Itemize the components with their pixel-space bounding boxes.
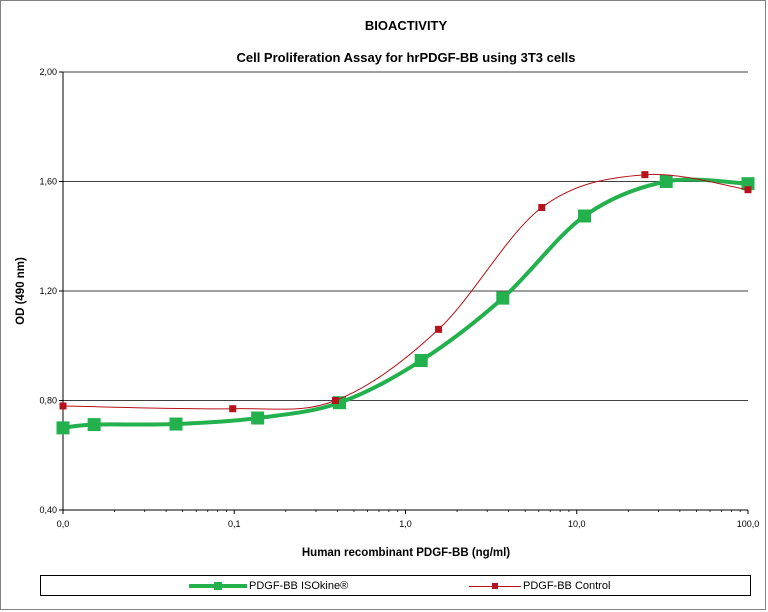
series-line-control (62, 173, 749, 410)
data-point-control (538, 204, 546, 212)
data-point-control (229, 405, 237, 413)
chart-title: BIOACTIVITY (365, 18, 448, 33)
data-point-isokine (659, 175, 673, 188)
data-point-isokine (414, 354, 428, 368)
y-axis-label: OD (490 nm) (15, 257, 27, 325)
legend-label-control: PDGF-BB Control (523, 580, 611, 592)
series-group (56, 171, 755, 435)
data-point-control (641, 171, 649, 179)
data-point-isokine (56, 421, 70, 435)
y-tick-label: 1,60 (39, 177, 57, 187)
legend-symbol-control (469, 580, 521, 592)
legend-label-isokine: PDGF-BB ISOkine® (249, 580, 349, 592)
series-line-isokine (62, 177, 749, 430)
y-tick-label: 0,40 (39, 505, 57, 515)
x-tick-label: 100,0 (737, 519, 760, 529)
chart-subtitle: Cell Proliferation Assay for hrPDGF-BB u… (236, 50, 575, 65)
y-tick-label: 1,20 (39, 286, 57, 296)
legend: PDGF-BB ISOkine® PDGF-BB Control (40, 575, 751, 596)
gridlines (63, 71, 748, 401)
x-tick-label: 0,1 (228, 519, 241, 529)
legend-symbol-isokine (189, 580, 247, 592)
data-point-control (744, 186, 752, 194)
x-axis-label: Human recombinant PDGF-BB (ng/ml) (302, 547, 510, 559)
data-point-control (331, 397, 339, 404)
x-tick-label: 10,0 (568, 519, 586, 529)
x-tick-label: 1,0 (399, 519, 412, 529)
tick-labels: 0,40 0,80 1,20 1,60 2,00 0,0 0,1 1,0 10,0 100,0 (39, 67, 759, 529)
data-point-isokine (578, 209, 592, 223)
y-tick-label: 0,80 (39, 396, 57, 406)
legend-item-control: PDGF-BB Control (469, 579, 610, 593)
data-point-isokine (251, 411, 265, 425)
x-tick-label: 0,0 (57, 519, 70, 529)
data-point-isokine (87, 418, 101, 432)
y-tick-label: 2,00 (39, 67, 57, 77)
data-point-isokine (169, 417, 183, 431)
data-point-isokine (496, 291, 510, 305)
axes (59, 71, 749, 514)
legend-item-isokine: PDGF-BB ISOkine® (189, 579, 348, 593)
data-point-control (435, 325, 443, 333)
data-point-control (59, 402, 67, 410)
